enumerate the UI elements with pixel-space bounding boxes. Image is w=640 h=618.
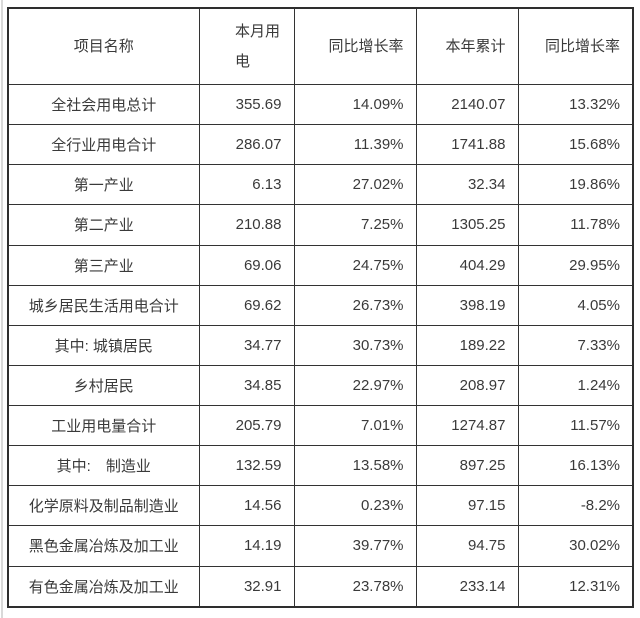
table-row: 黑色金属冶炼及加工业 14.19 39.77% 94.75 30.02% xyxy=(7,525,634,567)
yoy-growth-ytd-cell: -8.2% xyxy=(517,485,634,527)
yoy-growth-ytd-cell: 19.86% xyxy=(517,164,634,206)
yoy-growth-ytd-cell: 15.68% xyxy=(517,124,634,166)
ytd-total-cell: 97.15 xyxy=(415,485,519,527)
yoy-growth-ytd-cell: 7.33% xyxy=(517,324,634,366)
ytd-total-cell: 1741.88 xyxy=(415,124,519,166)
ytd-total-cell: 404.29 xyxy=(415,244,519,286)
month-usage-cell: 14.19 xyxy=(198,525,295,567)
header-month-usage-label: 本月用电 xyxy=(235,22,281,70)
yoy-growth-month-cell: 26.73% xyxy=(293,284,417,326)
month-usage-cell: 132.59 xyxy=(198,445,295,487)
yoy-growth-ytd-cell: 12.31% xyxy=(517,565,634,608)
month-usage-cell: 355.69 xyxy=(198,83,295,126)
item-name-cell: 有色金属冶炼及加工业 xyxy=(7,565,200,608)
table-row: 化学原料及制品制造业 14.56 0.23% 97.15 -8.2% xyxy=(7,485,634,527)
month-usage-cell: 14.56 xyxy=(198,485,295,527)
header-row: 项目名称 本月用电 同比增长率 本年累计 同比增长率 xyxy=(7,7,634,85)
yoy-growth-month-cell: 7.01% xyxy=(293,404,417,447)
item-name-cell: 全行业用电合计 xyxy=(7,124,200,166)
yoy-growth-ytd-cell: 16.13% xyxy=(517,445,634,487)
item-name-cell: 城乡居民生活用电合计 xyxy=(7,284,200,326)
table-header: 项目名称 本月用电 同比增长率 本年累计 同比增长率 xyxy=(7,7,634,85)
month-usage-cell: 34.77 xyxy=(198,324,295,366)
ytd-total-cell: 208.97 xyxy=(415,364,519,407)
table-row: 乡村居民 34.85 22.97% 208.97 1.24% xyxy=(7,364,634,407)
ytd-total-cell: 233.14 xyxy=(415,565,519,608)
ytd-total-cell: 189.22 xyxy=(415,324,519,366)
item-name-cell: 第一产业 xyxy=(7,164,200,206)
ytd-total-cell: 1274.87 xyxy=(415,404,519,447)
yoy-growth-month-cell: 14.09% xyxy=(293,83,417,126)
table-row: 有色金属冶炼及加工业 32.91 23.78% 233.14 12.31% xyxy=(7,565,634,608)
yoy-growth-ytd-cell: 29.95% xyxy=(517,244,634,286)
yoy-growth-month-cell: 23.78% xyxy=(293,565,417,608)
header-month-usage: 本月用电 xyxy=(198,7,295,85)
month-usage-cell: 32.91 xyxy=(198,565,295,608)
header-item-name: 项目名称 xyxy=(7,7,200,85)
yoy-growth-month-cell: 0.23% xyxy=(293,485,417,527)
table-row: 其中: 城镇居民 34.77 30.73% 189.22 7.33% xyxy=(7,324,634,366)
yoy-growth-ytd-cell: 30.02% xyxy=(517,525,634,567)
item-name-cell: 其中: 城镇居民 xyxy=(7,324,200,366)
table-row: 第二产业 210.88 7.25% 1305.25 11.78% xyxy=(7,204,634,246)
item-name-cell: 工业用电量合计 xyxy=(7,404,200,447)
table-row: 工业用电量合计 205.79 7.01% 1274.87 11.57% xyxy=(7,404,634,447)
header-ytd-total: 本年累计 xyxy=(415,7,519,85)
yoy-growth-month-cell: 30.73% xyxy=(293,324,417,366)
yoy-growth-month-cell: 27.02% xyxy=(293,164,417,206)
yoy-growth-ytd-cell: 13.32% xyxy=(517,83,634,126)
table-row: 其中: 制造业 132.59 13.58% 897.25 16.13% xyxy=(7,445,634,487)
electricity-usage-table: 项目名称 本月用电 同比增长率 本年累计 同比增长率 全社会用电总计 355.6… xyxy=(7,7,634,608)
item-name-cell: 其中: 制造业 xyxy=(7,445,200,487)
table-row: 第一产业 6.13 27.02% 32.34 19.86% xyxy=(7,164,634,206)
yoy-growth-month-cell: 39.77% xyxy=(293,525,417,567)
ytd-total-cell: 398.19 xyxy=(415,284,519,326)
yoy-growth-ytd-cell: 1.24% xyxy=(517,364,634,407)
table-row: 全社会用电总计 355.69 14.09% 2140.07 13.32% xyxy=(7,83,634,126)
month-usage-cell: 69.62 xyxy=(198,284,295,326)
yoy-growth-ytd-cell: 4.05% xyxy=(517,284,634,326)
header-yoy-growth-ytd: 同比增长率 xyxy=(517,7,634,85)
item-name-cell: 第二产业 xyxy=(7,204,200,246)
ytd-total-cell: 94.75 xyxy=(415,525,519,567)
ytd-total-cell: 32.34 xyxy=(415,164,519,206)
month-usage-cell: 69.06 xyxy=(198,244,295,286)
yoy-growth-ytd-cell: 11.57% xyxy=(517,404,634,447)
table-row: 第三产业 69.06 24.75% 404.29 29.95% xyxy=(7,244,634,286)
ytd-total-cell: 2140.07 xyxy=(415,83,519,126)
month-usage-cell: 205.79 xyxy=(198,404,295,447)
item-name-cell: 化学原料及制品制造业 xyxy=(7,485,200,527)
yoy-growth-month-cell: 7.25% xyxy=(293,204,417,246)
ytd-total-cell: 897.25 xyxy=(415,445,519,487)
yoy-growth-ytd-cell: 11.78% xyxy=(517,204,634,246)
header-yoy-growth-month: 同比增长率 xyxy=(293,7,417,85)
table-row: 全行业用电合计 286.07 11.39% 1741.88 15.68% xyxy=(7,124,634,166)
table-body: 全社会用电总计 355.69 14.09% 2140.07 13.32% 全行业… xyxy=(7,83,634,608)
yoy-growth-month-cell: 22.97% xyxy=(293,364,417,407)
table-row: 城乡居民生活用电合计 69.62 26.73% 398.19 4.05% xyxy=(7,284,634,326)
yoy-growth-month-cell: 24.75% xyxy=(293,244,417,286)
month-usage-cell: 34.85 xyxy=(198,364,295,407)
item-name-cell: 第三产业 xyxy=(7,244,200,286)
page-edge-line xyxy=(1,0,3,618)
item-name-cell: 乡村居民 xyxy=(7,364,200,407)
ytd-total-cell: 1305.25 xyxy=(415,204,519,246)
yoy-growth-month-cell: 11.39% xyxy=(293,124,417,166)
month-usage-cell: 210.88 xyxy=(198,204,295,246)
yoy-growth-month-cell: 13.58% xyxy=(293,445,417,487)
item-name-cell: 全社会用电总计 xyxy=(7,83,200,126)
month-usage-cell: 286.07 xyxy=(198,124,295,166)
item-name-cell: 黑色金属冶炼及加工业 xyxy=(7,525,200,567)
month-usage-cell: 6.13 xyxy=(198,164,295,206)
